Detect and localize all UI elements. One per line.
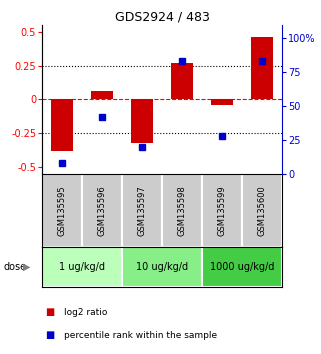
Text: 1000 ug/kg/d: 1000 ug/kg/d <box>210 262 274 272</box>
Text: dose: dose <box>3 262 26 272</box>
Text: log2 ratio: log2 ratio <box>64 308 108 317</box>
Bar <box>122 247 202 287</box>
Bar <box>162 174 202 247</box>
Title: GDS2924 / 483: GDS2924 / 483 <box>115 11 210 24</box>
Bar <box>211 99 233 105</box>
Bar <box>82 174 122 247</box>
Text: GSM135595: GSM135595 <box>57 185 66 236</box>
Bar <box>91 91 113 99</box>
Bar <box>242 174 282 247</box>
Text: ▶: ▶ <box>22 262 30 272</box>
Bar <box>171 63 193 99</box>
Text: 1 ug/kg/d: 1 ug/kg/d <box>59 262 105 272</box>
Text: GSM135599: GSM135599 <box>218 185 227 236</box>
Bar <box>131 99 153 143</box>
Bar <box>42 174 82 247</box>
Bar <box>202 174 242 247</box>
Text: percentile rank within the sample: percentile rank within the sample <box>64 331 217 340</box>
Text: GSM135596: GSM135596 <box>97 185 107 236</box>
Text: GSM135600: GSM135600 <box>258 185 267 236</box>
Bar <box>42 247 122 287</box>
Bar <box>251 37 273 99</box>
Text: ■: ■ <box>45 330 54 340</box>
Bar <box>51 99 73 151</box>
Text: ■: ■ <box>45 307 54 317</box>
Bar <box>202 247 282 287</box>
Text: 10 ug/kg/d: 10 ug/kg/d <box>136 262 188 272</box>
Text: GSM135597: GSM135597 <box>137 185 147 236</box>
Text: GSM135598: GSM135598 <box>178 185 187 236</box>
Bar <box>122 174 162 247</box>
